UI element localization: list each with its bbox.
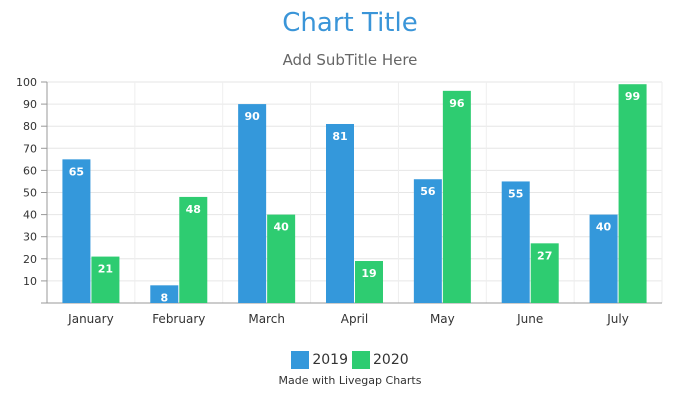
bar-2019-april[interactable] <box>326 123 354 304</box>
legend-item-2019[interactable]: 2019 <box>291 351 348 369</box>
bar-2020-february[interactable] <box>179 196 208 303</box>
x-tick-label: February <box>152 312 205 326</box>
y-tick-label: 30 <box>23 231 37 244</box>
data-label: 99 <box>625 90 640 103</box>
y-tick-label: 10 <box>23 275 37 288</box>
x-tick-label: March <box>248 312 285 326</box>
bar-2020-may[interactable] <box>442 90 471 303</box>
y-tick-label: 40 <box>23 209 37 222</box>
y-tick-label: 80 <box>23 120 37 133</box>
x-tick-label: July <box>606 312 629 326</box>
data-label: 19 <box>361 267 376 280</box>
x-tick-label: April <box>341 312 368 326</box>
bar-2019-march[interactable] <box>238 104 267 303</box>
y-tick-label: 20 <box>23 253 37 266</box>
y-tick-label: 60 <box>23 164 37 177</box>
legend: 2019 2020 <box>0 351 700 369</box>
x-tick-label: May <box>430 312 455 326</box>
data-label: 65 <box>69 165 84 178</box>
bar-2019-june[interactable] <box>501 181 530 303</box>
bar-2019-july[interactable] <box>589 214 618 303</box>
data-label: 56 <box>420 185 436 198</box>
data-label: 8 <box>160 291 168 304</box>
bar-2020-january[interactable] <box>91 256 120 303</box>
legend-label-2019: 2019 <box>312 352 348 368</box>
chart-subtitle: Add SubTitle Here <box>282 51 418 69</box>
x-tick-label: January <box>67 312 114 326</box>
y-tick-label: 90 <box>23 98 37 111</box>
data-label: 21 <box>98 263 113 276</box>
chart-title: Chart Title <box>282 8 418 38</box>
data-label: 55 <box>508 187 523 200</box>
y-tick-label: 50 <box>23 187 37 200</box>
bar-2019-february[interactable] <box>150 285 179 303</box>
data-label: 81 <box>332 130 347 143</box>
data-label: 96 <box>449 97 465 110</box>
data-label: 48 <box>186 203 201 216</box>
legend-swatch-2020 <box>352 351 370 369</box>
legend-label-2020: 2020 <box>373 352 409 368</box>
x-tick-label: June <box>516 312 543 326</box>
y-tick-label: 100 <box>16 76 37 89</box>
legend-swatch-2019 <box>291 351 310 369</box>
bar-2020-june[interactable] <box>530 243 559 303</box>
data-label: 27 <box>537 249 552 262</box>
bar-2020-march[interactable] <box>267 214 296 303</box>
bar-2020-april[interactable] <box>355 261 383 303</box>
bar-2019-january[interactable] <box>62 159 91 303</box>
y-tick-label: 70 <box>23 142 37 155</box>
data-label: 40 <box>273 221 289 234</box>
bar-2019-may[interactable] <box>413 179 442 303</box>
legend-item-2020[interactable]: 2020 <box>352 351 409 369</box>
bar-2020-july[interactable] <box>618 84 647 304</box>
data-label: 90 <box>244 110 260 123</box>
data-label: 40 <box>596 221 612 234</box>
credit-text: Made with Livegap Charts <box>278 374 422 387</box>
